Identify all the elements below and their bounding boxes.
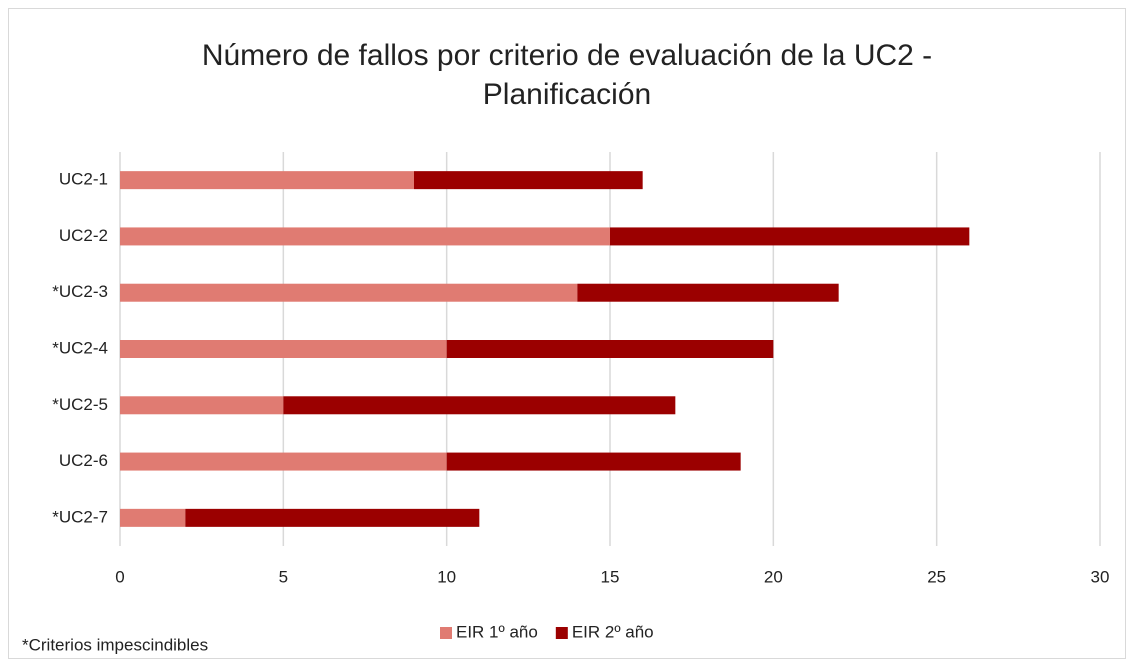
bar <box>577 283 839 302</box>
bar <box>185 508 480 527</box>
bar <box>610 227 970 246</box>
bar <box>120 508 186 527</box>
bar <box>120 227 610 246</box>
bar <box>446 452 741 471</box>
y-tick-label: *UC2-5 <box>52 395 108 414</box>
legend-swatch <box>555 627 568 639</box>
x-tick-label: 5 <box>279 567 288 586</box>
y-tick-label: *UC2-7 <box>52 507 108 526</box>
chart-title: Número de fallos por criterio de evaluac… <box>201 39 933 111</box>
x-tick-label: 25 <box>927 567 946 586</box>
bar <box>120 171 414 190</box>
x-tick-label: 20 <box>764 567 783 586</box>
legend-label: EIR 1º año <box>456 622 538 641</box>
x-tick-label: 30 <box>1091 567 1110 586</box>
bar <box>414 171 643 190</box>
bar <box>283 396 676 415</box>
legend-swatch <box>440 627 452 639</box>
y-tick-label: UC2-1 <box>59 170 108 189</box>
y-tick-label: UC2-6 <box>59 451 108 470</box>
bar <box>120 340 447 358</box>
bar <box>120 452 447 471</box>
y-tick-label: *UC2-3 <box>52 282 108 301</box>
legend-label: EIR 2º año <box>572 622 654 641</box>
chart-border <box>8 8 1126 659</box>
x-tick-label: 15 <box>601 567 620 586</box>
footnote: *Criterios impescindibles <box>22 635 208 654</box>
bar <box>120 283 578 302</box>
y-tick-label: *UC2-4 <box>52 338 108 357</box>
bar <box>446 340 774 358</box>
x-tick-label: 10 <box>437 567 456 586</box>
bar <box>120 396 284 415</box>
y-tick-label: UC2-2 <box>59 226 108 245</box>
x-tick-label: 0 <box>115 567 124 586</box>
